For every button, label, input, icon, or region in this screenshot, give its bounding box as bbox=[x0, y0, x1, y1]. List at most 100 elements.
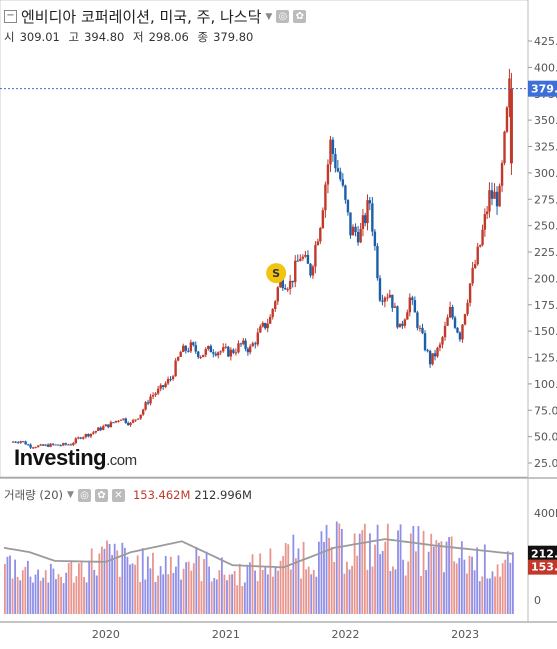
candle bbox=[329, 139, 332, 165]
volume-bar bbox=[228, 574, 231, 614]
volume-bar bbox=[75, 576, 78, 614]
candle bbox=[383, 297, 387, 302]
high-value: 394.80 bbox=[84, 30, 125, 44]
candle bbox=[319, 228, 322, 242]
gear-icon[interactable]: ✿ bbox=[293, 10, 307, 23]
volume-bar bbox=[213, 577, 216, 614]
volume-bar bbox=[111, 555, 114, 614]
close-label: 종 bbox=[197, 30, 209, 44]
volume-bar bbox=[167, 574, 170, 614]
candle bbox=[408, 297, 411, 313]
volume-bar bbox=[47, 582, 50, 614]
low-value: 298.06 bbox=[148, 30, 189, 44]
volume-bar bbox=[353, 533, 356, 614]
candle bbox=[219, 351, 222, 353]
time-tick-label: 2020 bbox=[92, 628, 120, 641]
candle bbox=[217, 352, 220, 356]
price-tick-label: 200.0 bbox=[534, 272, 557, 285]
candle bbox=[354, 226, 357, 233]
candle bbox=[144, 402, 147, 410]
candle bbox=[204, 349, 207, 355]
candle bbox=[39, 444, 42, 446]
volume-bar bbox=[343, 573, 346, 614]
volume-bar bbox=[215, 579, 218, 614]
volume-bar bbox=[208, 566, 211, 614]
volume-bar bbox=[34, 574, 37, 614]
time-tick-label: 2022 bbox=[331, 628, 359, 641]
volume-tag bbox=[528, 559, 557, 575]
candle bbox=[441, 337, 444, 345]
volume-tick-label: 0 bbox=[534, 594, 541, 607]
collapse-button[interactable]: − bbox=[4, 10, 17, 23]
volume-bar bbox=[203, 559, 205, 614]
volume-bar bbox=[374, 544, 376, 614]
volume-bar bbox=[210, 581, 213, 614]
volume-bar bbox=[60, 576, 62, 614]
volume-bar bbox=[384, 541, 387, 614]
volume-bar bbox=[83, 577, 85, 614]
volume-bar bbox=[445, 541, 448, 614]
candle bbox=[104, 424, 108, 427]
candle bbox=[294, 260, 297, 283]
volume-ma-tag bbox=[528, 545, 557, 561]
volume-bar bbox=[139, 582, 142, 614]
volume-bar bbox=[394, 569, 397, 614]
volume-bar bbox=[226, 580, 228, 614]
candle bbox=[56, 444, 60, 446]
candle bbox=[222, 347, 225, 352]
close-icon[interactable]: ✕ bbox=[111, 488, 125, 502]
candle bbox=[14, 441, 17, 443]
volume-bar bbox=[407, 561, 410, 614]
candle bbox=[254, 343, 257, 345]
volume-bar bbox=[175, 566, 177, 614]
candle bbox=[393, 306, 397, 308]
price-tick-label: 125.0 bbox=[534, 352, 557, 365]
volume-bar bbox=[292, 534, 295, 614]
volume-bar bbox=[106, 540, 108, 614]
volume-bar bbox=[512, 552, 514, 614]
eye-icon[interactable]: ◎ bbox=[276, 10, 290, 23]
volume-bar bbox=[277, 570, 279, 614]
chevron-down-icon[interactable]: ▼ bbox=[67, 490, 74, 500]
volume-bar bbox=[412, 525, 415, 614]
candle bbox=[490, 190, 494, 199]
volume-bar bbox=[463, 559, 466, 614]
chevron-down-icon[interactable]: ▼ bbox=[265, 11, 273, 22]
volume-bar bbox=[409, 533, 412, 614]
volume-bar bbox=[501, 563, 504, 614]
candle bbox=[485, 211, 489, 215]
candle bbox=[373, 231, 377, 247]
candle bbox=[161, 385, 165, 388]
candle bbox=[62, 443, 65, 446]
volume-bar bbox=[320, 531, 323, 614]
volume-bar bbox=[289, 569, 292, 614]
eye-icon[interactable]: ◎ bbox=[77, 488, 91, 502]
volume-bar bbox=[243, 582, 246, 614]
high-label: 고 bbox=[68, 30, 80, 44]
volume-bar bbox=[134, 564, 136, 614]
candle bbox=[122, 418, 125, 420]
volume-bar bbox=[39, 580, 42, 614]
candle bbox=[438, 344, 442, 348]
volume-bar bbox=[486, 578, 489, 614]
candle bbox=[431, 353, 434, 365]
candle bbox=[49, 443, 52, 447]
volume-bar bbox=[95, 575, 98, 614]
candle bbox=[212, 352, 215, 354]
candle bbox=[326, 164, 330, 185]
candle bbox=[89, 433, 93, 437]
volume-bar bbox=[297, 548, 300, 614]
volume-bar bbox=[376, 524, 379, 614]
volume-bar bbox=[231, 574, 233, 614]
candle bbox=[209, 345, 213, 353]
volume-bar bbox=[269, 548, 272, 614]
volume-bar bbox=[180, 579, 182, 614]
candle bbox=[288, 280, 292, 290]
volume-tick-label: 400M bbox=[534, 507, 557, 520]
volume-bar bbox=[29, 576, 32, 614]
candle bbox=[192, 342, 195, 346]
candle bbox=[112, 422, 115, 424]
volume-bar bbox=[504, 559, 507, 614]
gear-icon[interactable]: ✿ bbox=[94, 488, 108, 502]
volume-bar bbox=[346, 561, 348, 614]
